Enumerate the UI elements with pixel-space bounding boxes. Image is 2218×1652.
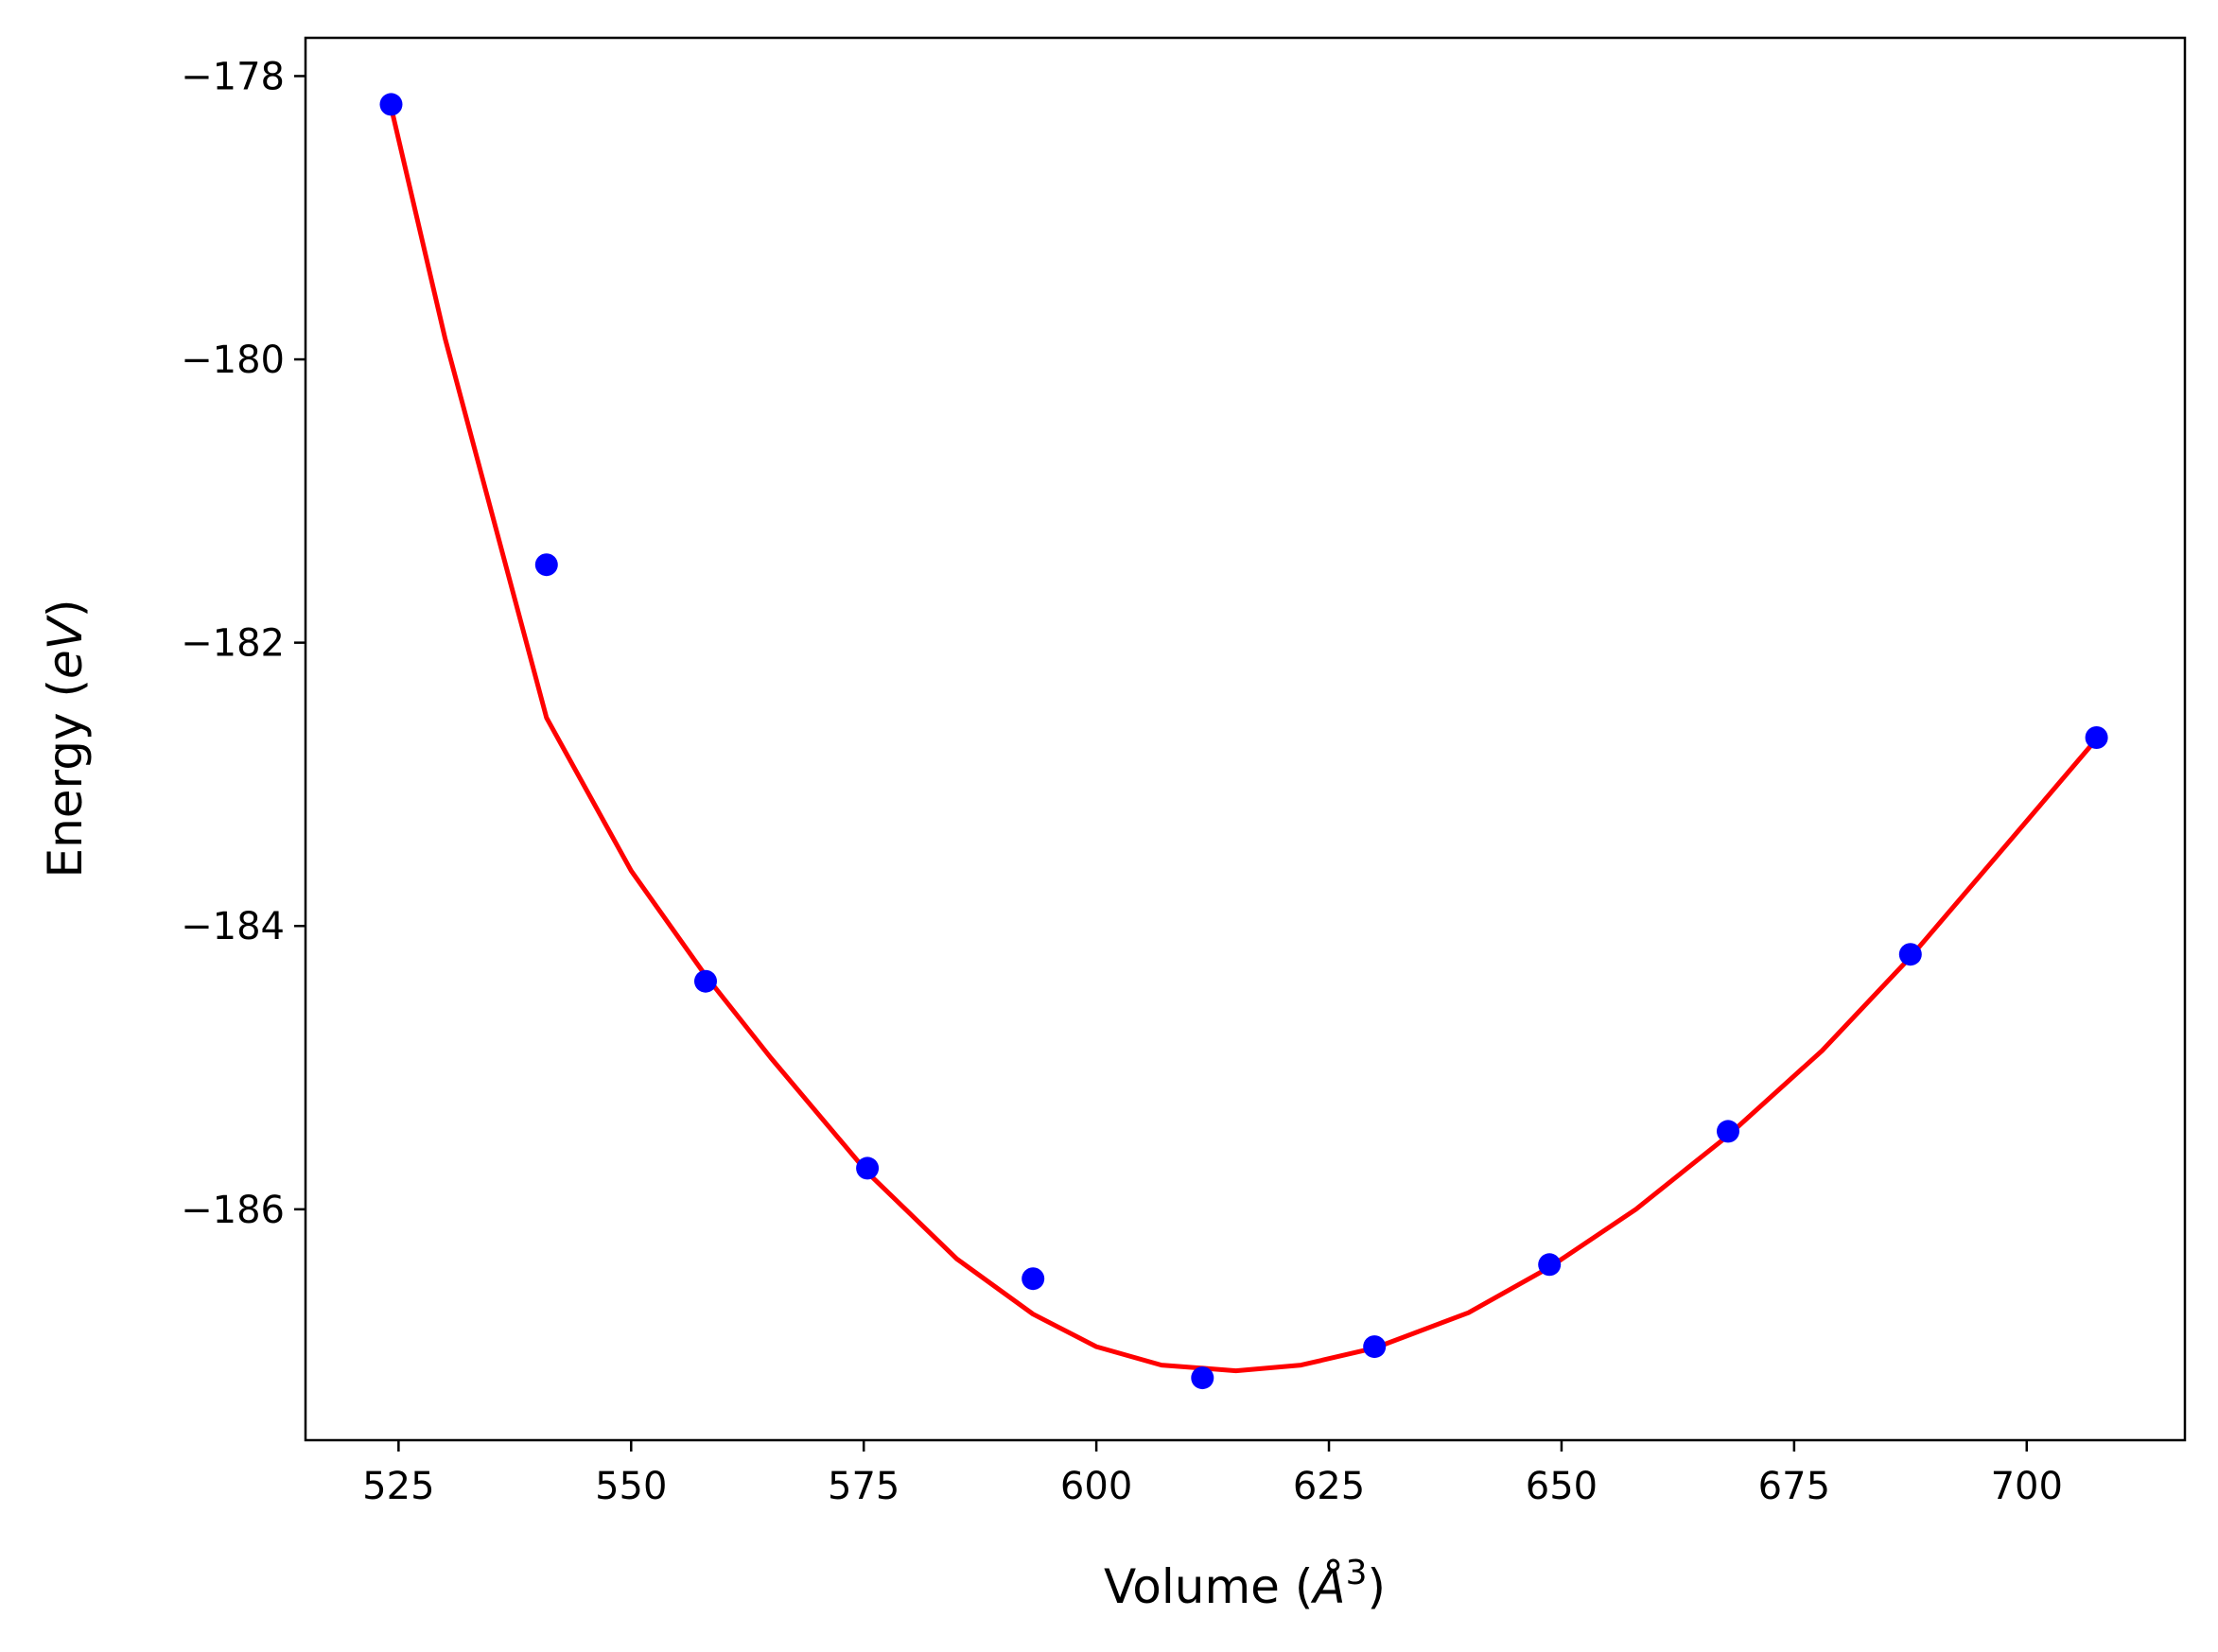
data-point	[1363, 1335, 1387, 1359]
y-axis-ticks: −178 −180 −182 −184 −186	[181, 55, 306, 1232]
y-tick-label: −186	[181, 1189, 285, 1232]
y-axis-title: Energy (eV)	[38, 600, 93, 878]
data-point	[534, 553, 558, 577]
data-point	[1717, 1120, 1739, 1143]
y-tick-label: −182	[181, 622, 285, 666]
x-tick-label: 550	[595, 1465, 667, 1508]
x-tick-label: 600	[1060, 1465, 1132, 1508]
data-point	[379, 93, 403, 116]
x-tick-label: 575	[828, 1465, 899, 1508]
y-tick-label: −180	[181, 339, 285, 382]
data-point	[1022, 1267, 1045, 1291]
x-tick-label: 675	[1758, 1465, 1830, 1508]
data-point	[1191, 1366, 1214, 1390]
data-points-layer	[379, 93, 2108, 1390]
y-tick-label: −184	[181, 905, 285, 948]
data-point	[694, 969, 717, 993]
data-point	[856, 1156, 880, 1180]
x-tick-label: 650	[1526, 1465, 1598, 1508]
data-point	[1538, 1253, 1562, 1277]
x-tick-label: 700	[1991, 1465, 2063, 1508]
y-tick-label: −178	[181, 55, 285, 98]
axes-frame	[304, 36, 2187, 1442]
x-tick-label: 525	[362, 1465, 434, 1508]
data-point	[1898, 943, 1922, 966]
data-point	[2085, 726, 2108, 749]
x-axis-title: Volume (Å3)	[1104, 1554, 1386, 1614]
x-tick-label: 625	[1293, 1465, 1365, 1508]
x-axis-ticks: 525 550 575 600 625 650 675 700	[362, 1440, 2063, 1508]
plot-area	[306, 38, 2185, 1440]
